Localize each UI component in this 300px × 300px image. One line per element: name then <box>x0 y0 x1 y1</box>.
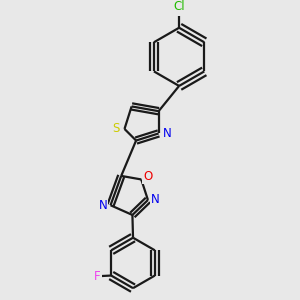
Text: N: N <box>163 127 171 140</box>
Text: F: F <box>94 270 101 283</box>
Text: O: O <box>143 170 152 183</box>
Text: N: N <box>151 194 160 206</box>
Text: Cl: Cl <box>173 0 185 14</box>
Text: S: S <box>112 122 120 135</box>
Text: N: N <box>98 199 107 212</box>
